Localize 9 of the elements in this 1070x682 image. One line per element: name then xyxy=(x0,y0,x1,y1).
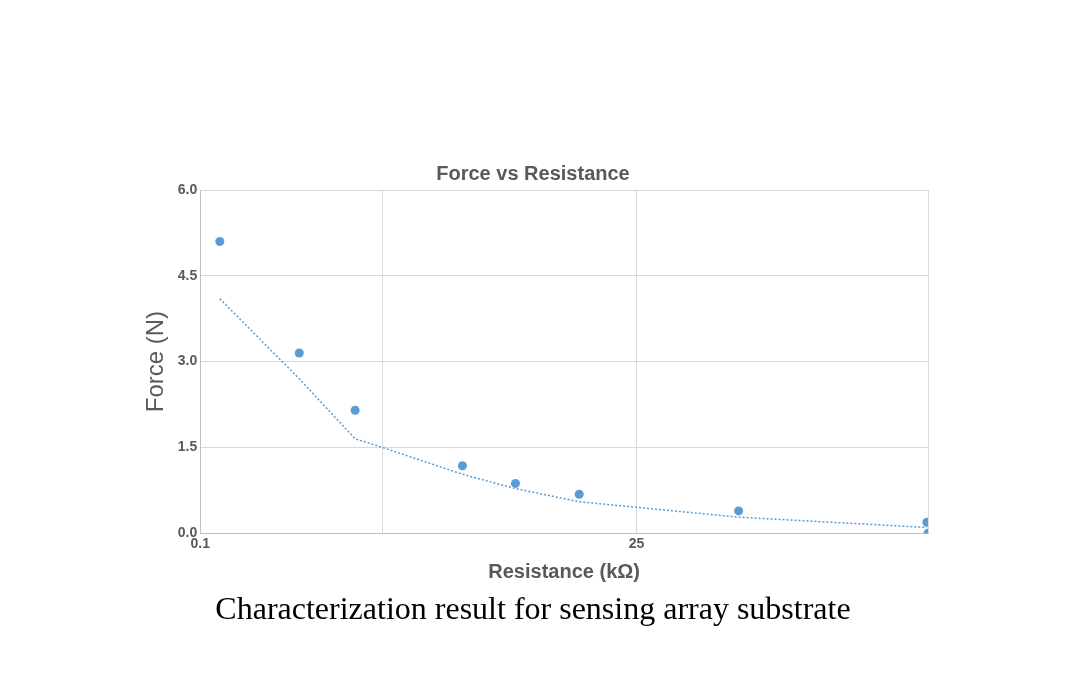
text: Characterization result for sensing array substrate xyxy=(214,590,852,627)
chart-title: Force vs Resistance xyxy=(436,161,630,184)
y-tick-label: 6.0 xyxy=(177,180,198,197)
x-axis-title: Resistance (kΩ) xyxy=(488,559,640,582)
y-tick-label: 3.0 xyxy=(177,352,198,369)
y-tick-label: 1.5 xyxy=(177,438,198,455)
y-axis-title: Force (N) xyxy=(141,310,169,413)
x-tick-label: 25 xyxy=(628,535,645,552)
y-tick-label: 4.5 xyxy=(177,266,198,283)
